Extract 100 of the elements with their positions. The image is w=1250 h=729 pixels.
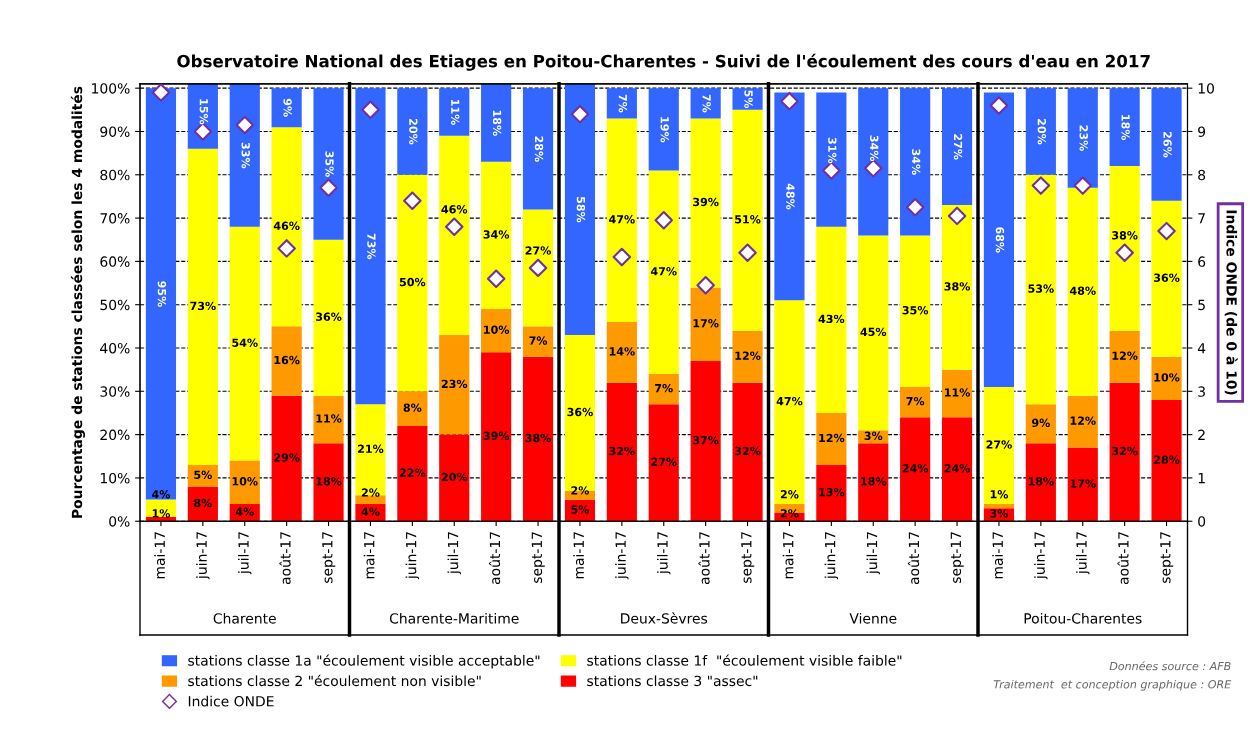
data-label: 47%: [609, 215, 635, 224]
data-label: 39%: [693, 197, 719, 207]
x-tick-label: août-17: [488, 532, 501, 585]
data-label: 20%: [1037, 119, 1047, 145]
legend-label: stations classe 2 "écoulement non visible": [188, 674, 481, 687]
x-tick-label: juin-17: [824, 532, 839, 580]
y2-axis-title: Indice ONDE (de 0 à 10): [1224, 210, 1238, 395]
data-label: 23%: [441, 379, 468, 389]
text: Données source : AFB: [1109, 661, 1231, 671]
data-label: 7%: [702, 94, 711, 113]
y2-tick-label: 10: [1198, 83, 1214, 94]
y-tick-label: 20%: [100, 429, 130, 441]
data-label: 13%: [819, 487, 845, 497]
x-tick-label: sept-17: [741, 532, 755, 583]
data-label: 46%: [273, 221, 300, 230]
data-label: 73%: [190, 301, 216, 311]
x-tick-label: août-17: [698, 532, 710, 585]
data-label: 36%: [1154, 273, 1180, 282]
x-tick-label: juin-17: [1034, 532, 1048, 580]
data-label: 18%: [1028, 477, 1054, 486]
y2-tick-label: 2: [1198, 429, 1205, 440]
y2-tick-label: 7: [1198, 213, 1205, 224]
data-label: 50%: [399, 277, 426, 287]
legend-label: Indice ONDE: [188, 695, 274, 707]
data-label: 18%: [861, 477, 887, 486]
data-label: 3%: [990, 509, 1009, 518]
data-label: 38%: [525, 433, 551, 443]
data-label: 12%: [1112, 351, 1138, 360]
data-label: 20%: [441, 472, 468, 482]
data-label: 8%: [194, 498, 212, 508]
data-label: 45%: [860, 327, 887, 337]
data-label: 4%: [361, 507, 380, 516]
legend-label: stations classe 1f "écoulement visible faible": [587, 654, 902, 666]
data-label: 22%: [399, 468, 426, 477]
text: Vienne: [849, 612, 897, 624]
data-label: 2%: [361, 488, 380, 497]
chart-title: Observatoire National des Etiages en Poitou-Charentes - Suivi de l'écoulement des cours d'eau en 2017: [177, 53, 1150, 71]
x-tick-label: juil-17: [447, 532, 461, 575]
y-tick-label: 80%: [100, 169, 130, 181]
data-label: 33%: [241, 142, 250, 169]
data-label: 29%: [274, 453, 300, 462]
x-tick-label: mai-17: [154, 532, 165, 579]
y-tick-label: 10%: [100, 472, 130, 484]
data-label: 32%: [609, 446, 635, 456]
data-label: 12%: [1070, 416, 1096, 425]
data-label: 35%: [902, 306, 929, 315]
x-tick-label: juin-17: [405, 532, 420, 580]
data-label: 39%: [483, 431, 510, 441]
data-label: 1%: [152, 509, 171, 518]
y-tick-label: 60%: [100, 256, 130, 267]
data-label: 43%: [818, 314, 845, 324]
data-label: 1%: [990, 490, 1009, 499]
data-label: 11%: [451, 99, 460, 125]
data-label: 28%: [1154, 455, 1180, 464]
data-label: 27%: [651, 457, 677, 466]
data-label: 16%: [274, 355, 300, 365]
data-label: 68%: [995, 227, 1005, 253]
data-label: 53%: [1028, 284, 1054, 293]
data-label: 9%: [1031, 418, 1050, 428]
data-label: 36%: [567, 407, 593, 417]
x-tick-label: sept-17: [950, 532, 964, 583]
data-label: 4%: [152, 490, 171, 499]
data-label: 23%: [1079, 125, 1088, 151]
data-label: 24%: [944, 464, 970, 473]
data-label: 47%: [776, 396, 803, 406]
text: Charente: [213, 612, 276, 624]
y2-tick-label: 4: [1197, 343, 1206, 354]
data-label: 2%: [571, 486, 590, 495]
data-label: 58%: [576, 196, 586, 223]
data-label: 10%: [484, 325, 510, 334]
data-label: 27%: [525, 246, 551, 255]
data-label: 17%: [693, 319, 719, 328]
data-label: 38%: [1112, 231, 1138, 240]
y2-tick-label: 5: [1198, 299, 1205, 311]
data-label: 34%: [911, 149, 921, 175]
y-tick-label: 40%: [100, 342, 130, 354]
x-tick-label: juil-17: [866, 532, 880, 575]
data-label: 18%: [316, 477, 342, 486]
text: Deux-Sèvres: [621, 612, 708, 624]
data-label: 48%: [1069, 286, 1096, 295]
data-label: 47%: [650, 267, 677, 276]
x-tick-label: août-17: [907, 532, 920, 585]
data-label: 5%: [571, 505, 590, 514]
y2-tick-label: 3: [1198, 386, 1205, 397]
data-label: 17%: [1070, 479, 1096, 488]
data-label: 10%: [1154, 373, 1180, 382]
data-label: 14%: [609, 347, 635, 356]
data-label: 32%: [735, 446, 761, 456]
x-tick-label: août-17: [279, 532, 291, 585]
data-label: 51%: [735, 215, 761, 224]
x-tick-label: juil-17: [238, 532, 252, 575]
y2-tick-label: 1: [1198, 473, 1205, 484]
data-label: 19%: [660, 117, 669, 143]
data-label: 3%: [864, 431, 883, 441]
text: Charente-Maritime: [389, 612, 519, 624]
data-label: 34%: [870, 135, 879, 162]
data-label: 37%: [693, 435, 719, 445]
x-tick-label: sept-17: [531, 532, 545, 583]
legend-label: stations classe 1a "écoulement visible acceptable": [188, 654, 540, 669]
x-tick-label: mai-17: [782, 532, 794, 579]
